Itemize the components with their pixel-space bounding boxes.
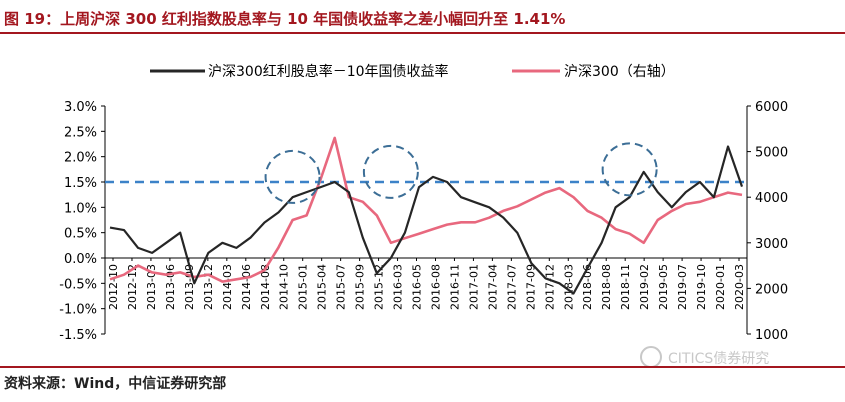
x-tick-label: 2012-12: [126, 264, 139, 310]
right-tick-label: 5000: [755, 146, 788, 161]
left-tick-label: 1.0%: [64, 201, 97, 216]
x-tick-label: 2014-08: [259, 264, 272, 310]
x-tick-label: 2016-08: [429, 264, 442, 310]
x-tick-label: 2018-03: [562, 264, 575, 310]
x-tick-label: 2017-09: [524, 264, 537, 310]
right-tick-label: 6000: [755, 100, 788, 115]
legend-label-hs300: 沪深300（右轴）: [564, 64, 675, 80]
axes: 3.0% 2.5% 2.0% 1.5% 1.0% 0.5% 0.0% -0.5% -1.0% -1…: [59, 100, 788, 343]
x-tick-label: 2017-12: [543, 264, 556, 310]
right-tick-label: 3000: [755, 237, 788, 252]
x-tick-label: 2015-12: [373, 264, 386, 310]
left-tick-label: 2.5%: [64, 125, 97, 140]
annotation-circle-1: [264, 149, 321, 204]
left-tick-label: 0.5%: [64, 227, 97, 242]
x-tick-label: 2013-12: [202, 264, 215, 310]
x-tick-label: 2020-01: [714, 264, 727, 310]
right-tick-label: 1000: [755, 328, 788, 343]
x-tick-label: 2015-04: [316, 264, 329, 310]
series-line-hs300: [109, 136, 743, 283]
x-tick-label: 2014-06: [240, 264, 253, 310]
left-tick-label: 2.0%: [64, 151, 97, 166]
left-tick-label: 3.0%: [64, 100, 97, 115]
figure-title: 图 19：上周沪深 300 红利指数股息率与 10 年国债收益率之差小幅回升至 …: [4, 10, 566, 28]
series: [109, 136, 744, 295]
x-tick-label: 2018-06: [581, 264, 594, 310]
top-rule: [0, 32, 845, 34]
x-tick-label: 2014-03: [221, 264, 234, 310]
left-tick-label: -0.5%: [59, 277, 97, 292]
x-tick-label: 2018-08: [600, 264, 613, 310]
legend-label-spread: 沪深300红利股息率－10年国债收益率: [208, 63, 449, 80]
right-tick-label: 4000: [755, 191, 788, 206]
x-tick-label: 2017-07: [505, 264, 518, 310]
x-tick-label: 2015-07: [335, 264, 348, 310]
x-tick-label: 2016-05: [411, 264, 424, 310]
x-tick-label: 2014-10: [278, 264, 291, 310]
source-note: 资料来源：Wind，中信证券研究部: [4, 376, 227, 392]
annotations: [264, 142, 658, 204]
left-tick-label: 1.5%: [64, 176, 97, 191]
x-tick-label: 2013-09: [183, 264, 196, 310]
series-line-spread: [109, 145, 744, 295]
left-tick-label: -1.5%: [59, 328, 97, 343]
x-tick-label: 2018-11: [619, 264, 632, 310]
wechat-icon: [640, 346, 662, 368]
x-tick-label: 2017-04: [486, 264, 499, 310]
watermark-text: CITICS债券研究: [668, 351, 770, 367]
annotation-circle-3: [601, 142, 658, 197]
left-tick-label: 0.0%: [64, 252, 97, 267]
legend: 沪深300红利股息率－10年国债收益率 沪深300（右轴）: [150, 63, 675, 80]
x-tick-label: 2019-10: [695, 264, 708, 310]
x-tick-label: 2020-03: [733, 264, 746, 310]
annotation-circle-2: [362, 144, 419, 199]
x-tick-label: 2012-10: [107, 264, 120, 310]
x-tick-label: 2017-01: [467, 264, 480, 310]
x-tick-label: 2015-09: [354, 264, 367, 310]
x-tick-label: 2019-05: [657, 264, 670, 310]
x-tick-label: 2016-03: [392, 264, 405, 310]
x-tick-label: 2019-02: [638, 264, 651, 310]
x-tick-label: 2016-11: [448, 264, 461, 310]
bottom-rule: [0, 366, 845, 368]
left-tick-label: -1.0%: [59, 303, 97, 318]
x-tick-label: 2015-01: [297, 264, 310, 310]
right-tick-label: 2000: [755, 282, 788, 297]
x-tick-label: 2013-06: [164, 264, 177, 310]
x-tick-label: 2019-07: [676, 264, 689, 310]
watermark: CITICS债券研究: [640, 346, 769, 368]
x-tick-label: 2013-03: [145, 264, 158, 310]
